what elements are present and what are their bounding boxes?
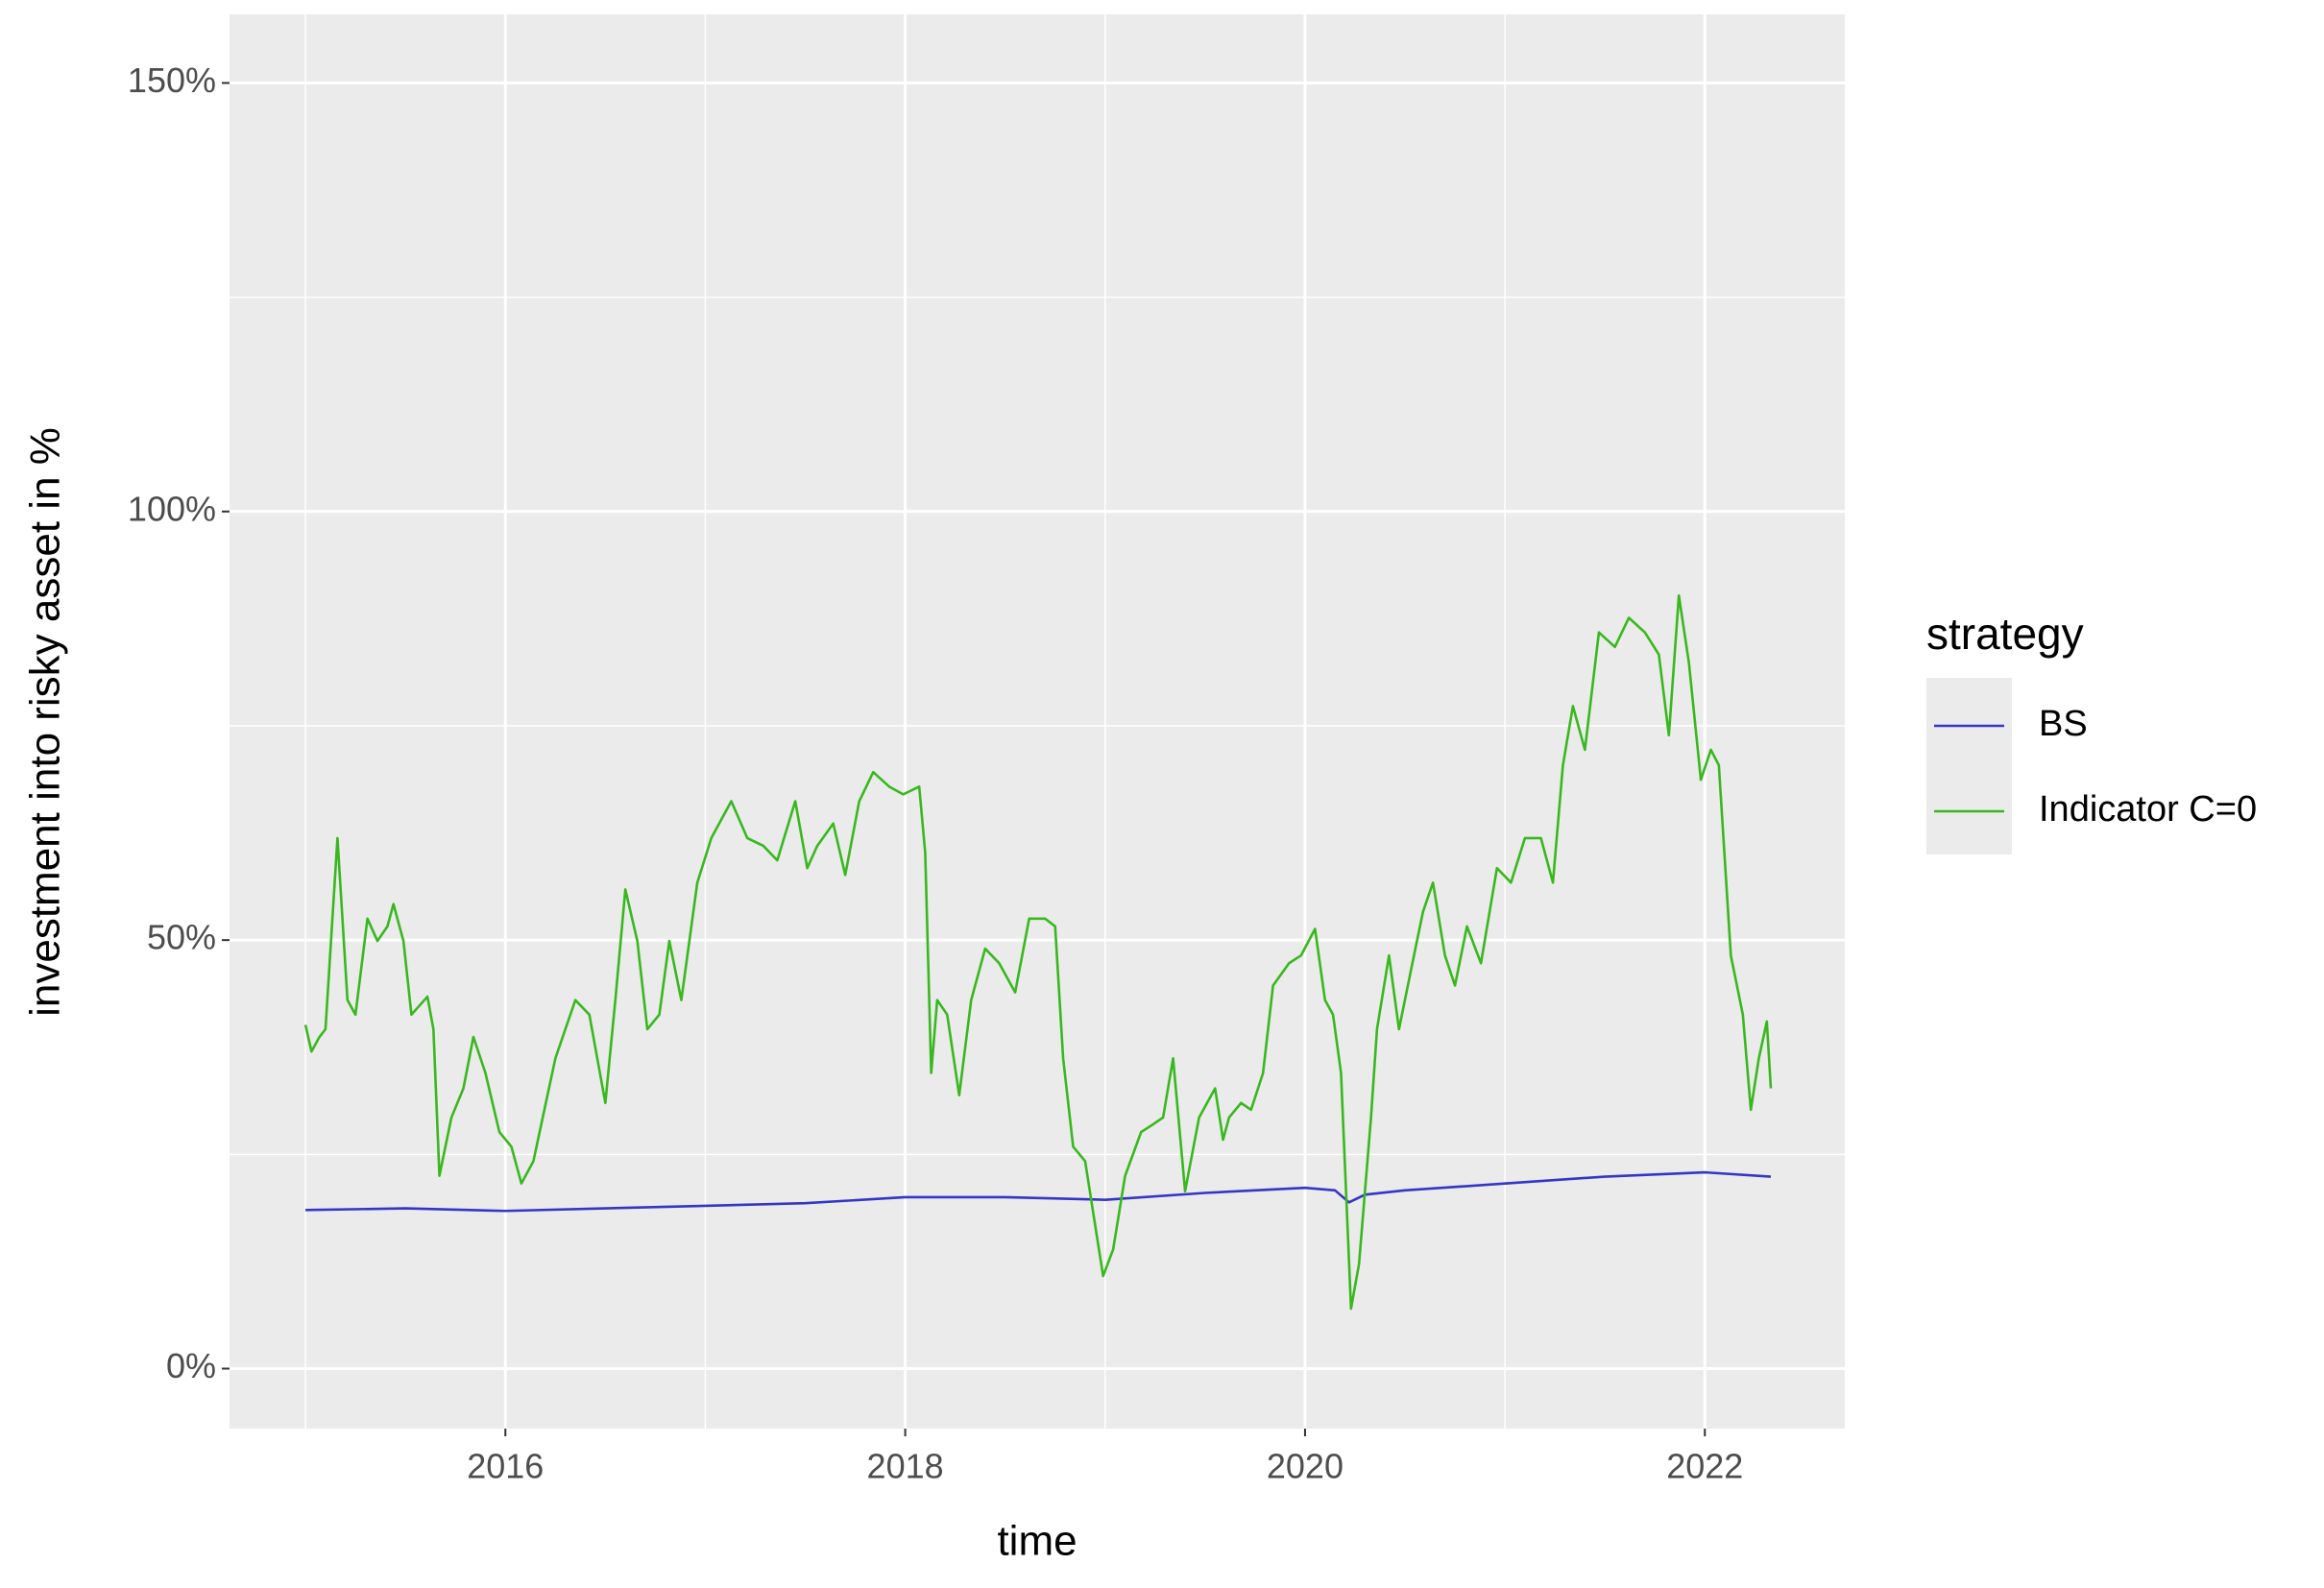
- legend-label: Indicator C=0: [2039, 789, 2257, 830]
- y-tick-label: 150%: [128, 60, 216, 100]
- x-tick-label: 2020: [1267, 1447, 1344, 1486]
- x-tick-label: 2022: [1666, 1447, 1743, 1486]
- y-tick-label: 50%: [147, 918, 216, 957]
- x-tick-label: 2018: [867, 1447, 944, 1486]
- y-axis-title: investment into risky asset in %: [22, 427, 69, 1017]
- legend-title: strategy: [1926, 609, 2084, 659]
- x-axis-title: time: [997, 1518, 1077, 1565]
- data-line: [303, 593, 1773, 1311]
- data-line: [305, 1170, 1772, 1213]
- legend-label: BS: [2039, 704, 2088, 744]
- x-tick-label: 2016: [467, 1447, 544, 1486]
- panel: [230, 14, 1845, 1429]
- y-tick-label: 100%: [128, 489, 216, 528]
- y-tick-label: 0%: [166, 1346, 216, 1385]
- legend-key-background: [1926, 678, 2012, 854]
